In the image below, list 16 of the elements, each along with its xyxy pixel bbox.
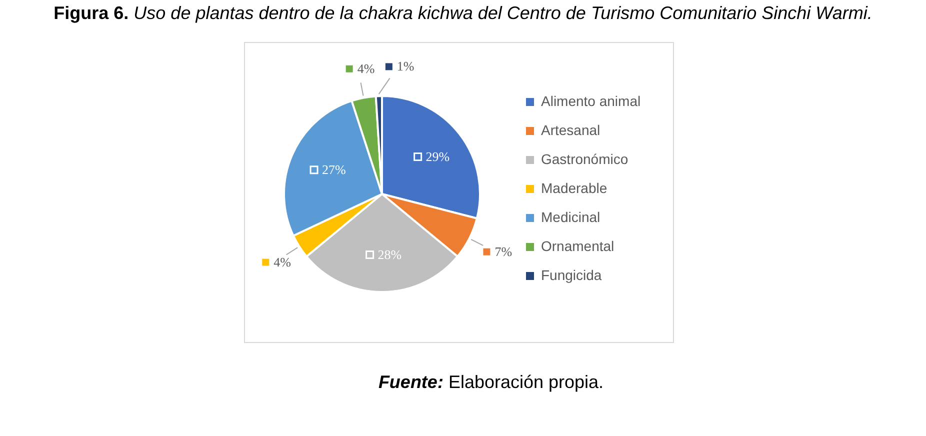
data-label: 28%	[378, 246, 402, 262]
legend-label: Gastronómico	[541, 151, 628, 167]
legend-label: Fungicida	[541, 267, 602, 283]
data-label: 4%	[274, 254, 292, 270]
data-label: 29%	[426, 148, 450, 164]
legend-label: Artesanal	[541, 122, 600, 138]
data-label: 1%	[396, 58, 414, 74]
data-label: 4%	[357, 60, 375, 76]
data-label: 7%	[494, 244, 512, 259]
data-label: 27%	[322, 162, 346, 177]
chart-title: Figura 6. Uso de plantas dentro de la chakra kichwa del Centro de Turismo Comunitario Sinchi Warmi.	[54, 3, 872, 23]
legend-label: Alimento animal	[541, 93, 641, 109]
source-note: Fuente: Elaboración propia.	[377, 372, 605, 393]
legend-label: Maderable	[541, 180, 608, 196]
legend-label: Ornamental	[541, 238, 614, 254]
legend-label: Medicinal	[541, 209, 600, 225]
